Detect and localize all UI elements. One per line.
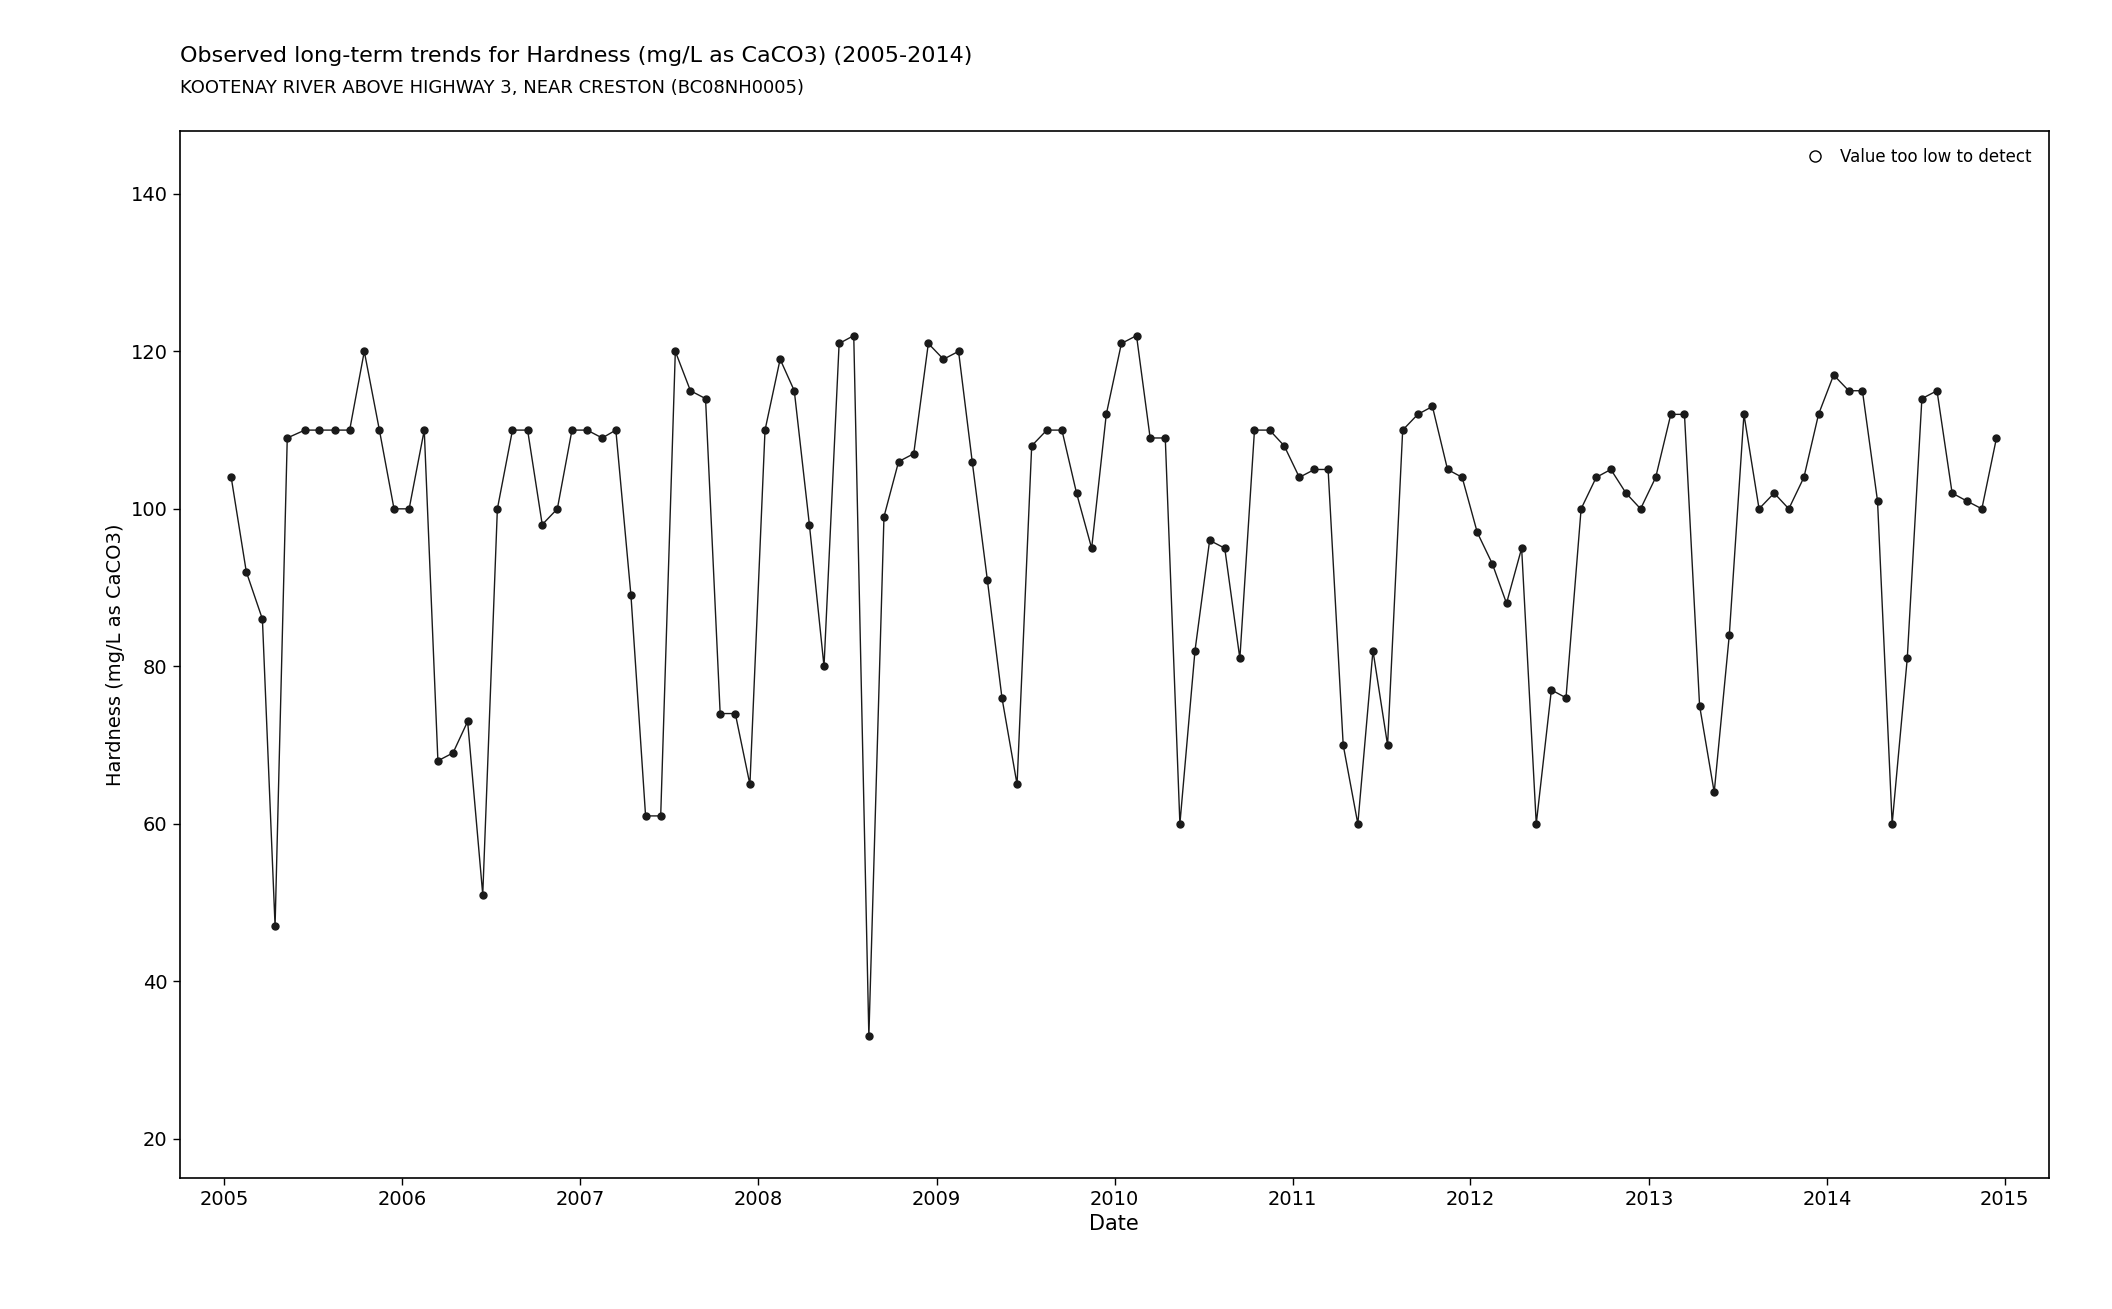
Text: KOOTENAY RIVER ABOVE HIGHWAY 3, NEAR CRESTON (BC08NH0005): KOOTENAY RIVER ABOVE HIGHWAY 3, NEAR CRE… <box>180 79 803 97</box>
Legend: Value too low to detect: Value too low to detect <box>1791 139 2040 174</box>
Text: Observed long-term trends for Hardness (mg/L as CaCO3) (2005-2014): Observed long-term trends for Hardness (… <box>180 46 972 65</box>
X-axis label: Date: Date <box>1090 1215 1138 1234</box>
Y-axis label: Hardness (mg/L as CaCO3): Hardness (mg/L as CaCO3) <box>106 524 125 785</box>
